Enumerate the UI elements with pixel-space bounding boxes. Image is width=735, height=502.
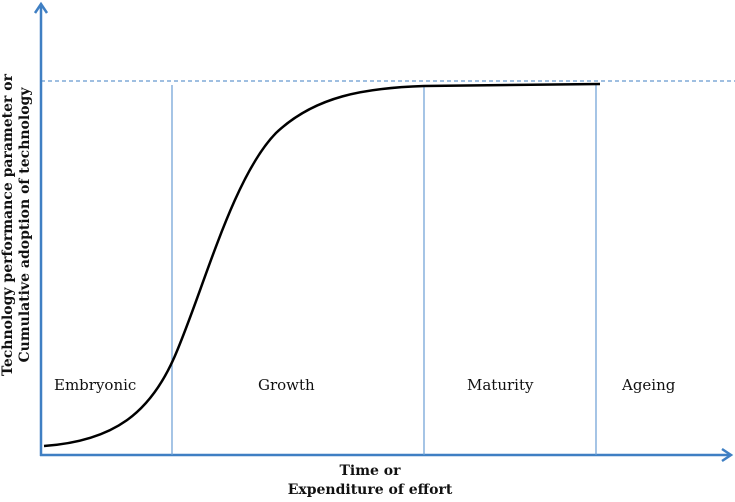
stage-label-growth: Growth (258, 376, 315, 394)
x-axis-label: Time or Expenditure of effort (250, 462, 490, 500)
s-curve (43, 82, 601, 448)
stage-label-embryonic: Embryonic (54, 376, 137, 394)
stage-label-ageing: Ageing (622, 376, 676, 394)
y-axis-label: Technology performance parameter or Cumu… (0, 40, 40, 410)
y-axis-arrow (33, 1, 49, 14)
y-axis-label-line2: Cumulative adoption of technology (17, 87, 33, 363)
stage-label-maturity: Maturity (467, 376, 534, 394)
y-axis-label-line1: Technology performance parameter or (0, 74, 16, 376)
x-axis-label-line2: Expenditure of effort (287, 482, 453, 498)
x-axis-label-line1: Time or (339, 463, 401, 479)
x-axis-arrow (721, 447, 734, 463)
